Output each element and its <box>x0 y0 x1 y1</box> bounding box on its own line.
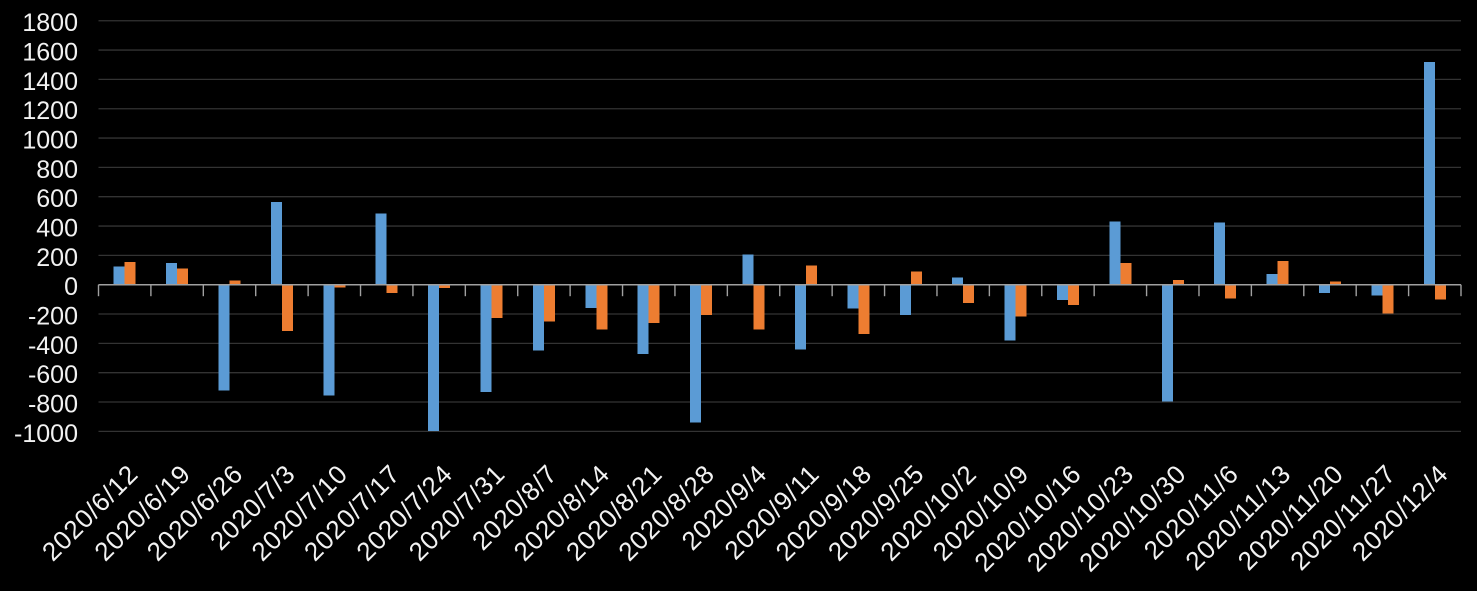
svg-text:1600: 1600 <box>22 39 78 67</box>
svg-text:-600: -600 <box>28 361 78 389</box>
svg-text:-800: -800 <box>28 391 78 419</box>
svg-text:600: 600 <box>36 185 78 213</box>
svg-text:1400: 1400 <box>22 68 78 96</box>
svg-text:1000: 1000 <box>22 127 78 155</box>
svg-text:1800: 1800 <box>22 9 78 37</box>
svg-text:-200: -200 <box>28 303 78 331</box>
svg-text:800: 800 <box>36 156 78 184</box>
svg-text:200: 200 <box>36 244 78 272</box>
svg-text:400: 400 <box>36 215 78 243</box>
svg-text:-1000: -1000 <box>14 420 78 448</box>
svg-text:-400: -400 <box>28 332 78 360</box>
svg-text:1200: 1200 <box>22 97 78 125</box>
svg-text:0: 0 <box>64 273 78 301</box>
